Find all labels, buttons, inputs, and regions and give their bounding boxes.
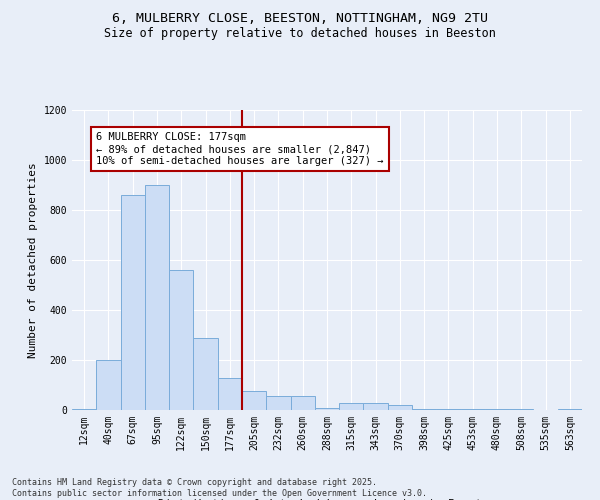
Bar bbox=[412, 409, 436, 410]
X-axis label: Distribution of detached houses by size in Beeston: Distribution of detached houses by size … bbox=[158, 498, 496, 500]
Bar bbox=[388, 404, 412, 410]
Bar bbox=[266, 396, 290, 410]
Bar bbox=[242, 391, 266, 410]
Bar bbox=[558, 409, 582, 410]
Bar bbox=[364, 403, 388, 410]
Bar bbox=[218, 378, 242, 410]
Bar bbox=[121, 195, 145, 410]
Y-axis label: Number of detached properties: Number of detached properties bbox=[28, 162, 38, 358]
Bar bbox=[461, 409, 485, 410]
Bar bbox=[96, 360, 121, 410]
Bar bbox=[509, 409, 533, 410]
Bar bbox=[72, 409, 96, 410]
Bar bbox=[290, 396, 315, 410]
Text: Contains HM Land Registry data © Crown copyright and database right 2025.
Contai: Contains HM Land Registry data © Crown c… bbox=[12, 478, 427, 498]
Bar bbox=[193, 338, 218, 410]
Text: Size of property relative to detached houses in Beeston: Size of property relative to detached ho… bbox=[104, 28, 496, 40]
Bar bbox=[436, 409, 461, 410]
Bar bbox=[315, 408, 339, 410]
Bar bbox=[485, 409, 509, 410]
Bar bbox=[339, 403, 364, 410]
Text: 6, MULBERRY CLOSE, BEESTON, NOTTINGHAM, NG9 2TU: 6, MULBERRY CLOSE, BEESTON, NOTTINGHAM, … bbox=[112, 12, 488, 26]
Text: 6 MULBERRY CLOSE: 177sqm
← 89% of detached houses are smaller (2,847)
10% of sem: 6 MULBERRY CLOSE: 177sqm ← 89% of detach… bbox=[96, 132, 384, 166]
Bar bbox=[145, 185, 169, 410]
Bar bbox=[169, 270, 193, 410]
